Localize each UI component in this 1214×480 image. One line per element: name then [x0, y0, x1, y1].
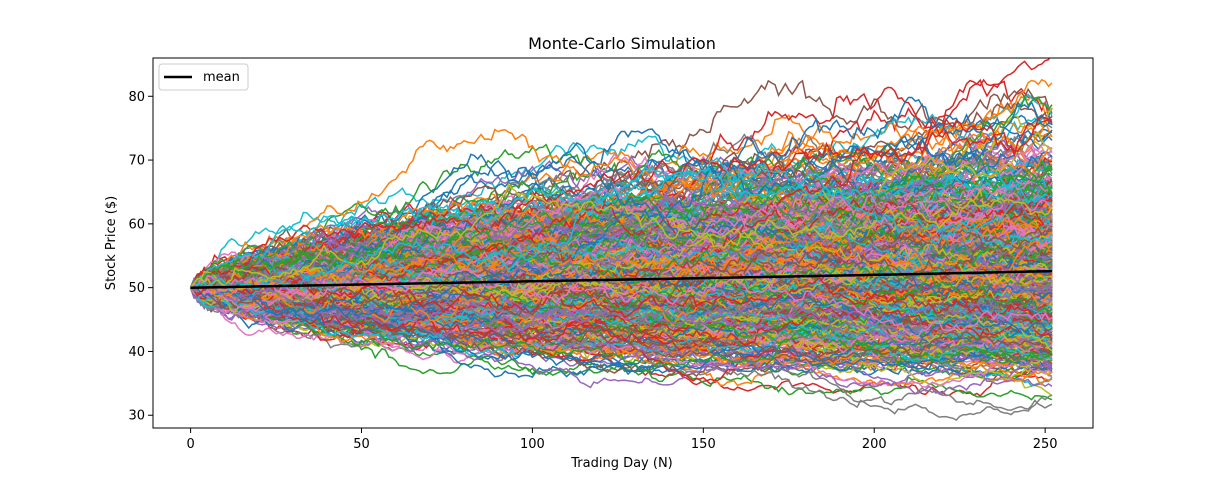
x-tick-label: 250 — [1033, 437, 1058, 452]
x-tick-label: 0 — [186, 437, 194, 452]
legend-box — [158, 63, 249, 91]
x-axis-label: Trading Day (N) — [570, 456, 673, 471]
y-axis: 30 40 50 60 70 80 — [128, 90, 153, 424]
simulation-path — [190, 189, 1053, 293]
y-axis-label: Stock Price ($) — [104, 196, 119, 290]
y-tick-label: 40 — [128, 345, 145, 360]
simulation-path — [190, 115, 1053, 289]
y-tick-label: 70 — [128, 154, 145, 169]
legend-mean-label: mean — [203, 70, 240, 85]
simulation-paths — [189, 58, 1053, 422]
y-tick-label: 50 — [128, 281, 145, 296]
x-tick-label: 50 — [353, 437, 370, 452]
chart-title: Monte-Carlo Simulation — [528, 34, 716, 53]
legend: mean — [158, 63, 249, 91]
x-tick-label: 150 — [691, 437, 716, 452]
simulation-path — [190, 188, 1053, 298]
simulation-path — [190, 274, 1053, 333]
plot-frame — [152, 57, 1094, 429]
simulation-path — [190, 210, 1053, 323]
x-axis: 0 50 100 150 200 250 — [186, 428, 1058, 452]
y-tick-label: 30 — [128, 409, 145, 424]
simulation-path — [190, 170, 1053, 289]
simulation-path — [190, 183, 1053, 289]
simulation-path — [190, 157, 1053, 290]
x-tick-label: 200 — [862, 437, 887, 452]
y-tick-label: 80 — [128, 90, 145, 105]
simulation-path — [190, 128, 1053, 290]
mean-line — [190, 269, 1053, 289]
x-tick-label: 100 — [520, 437, 545, 452]
simulation-path — [190, 229, 1053, 304]
mean-line-group — [190, 269, 1053, 289]
simulation-path — [190, 266, 1053, 337]
simulation-path — [190, 229, 1053, 295]
y-tick-label: 60 — [128, 217, 145, 232]
